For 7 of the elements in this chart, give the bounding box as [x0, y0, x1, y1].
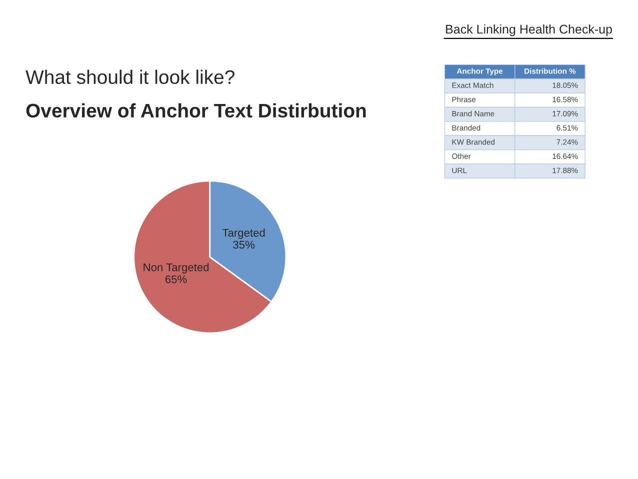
- text: Back Linking Health Check-up: [446, 24, 612, 36]
- data-label: 35%: [233, 240, 255, 249]
- slice-label: Targeted: [222, 228, 265, 239]
- text: What should it look like?: [26, 70, 234, 84]
- chart-title: Overview of Anchor Text Distirbution: [26, 103, 366, 118]
- slice-label: Non Targeted: [144, 263, 209, 274]
- data-label: 65%: [165, 275, 187, 284]
